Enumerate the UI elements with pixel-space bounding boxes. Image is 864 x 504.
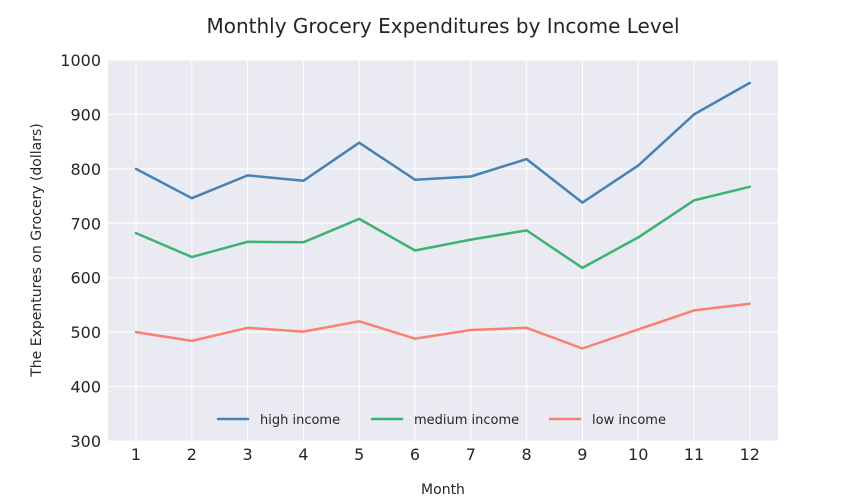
y-tick-label: 300 [70, 432, 101, 451]
x-tick-label: 9 [577, 445, 587, 464]
y-tick-label: 800 [70, 160, 101, 179]
legend-label: medium income [414, 413, 519, 428]
x-axis: 1 2 3 4 5 6 7 8 9 10 11 12 [131, 445, 760, 464]
series-line-high-income [134, 81, 752, 204]
x-tick-label: 3 [243, 445, 253, 464]
series-lines [134, 81, 752, 350]
chart-title: Monthly Grocery Expenditures by Income L… [206, 14, 679, 38]
legend-item: high income [216, 413, 340, 428]
plot-area [108, 60, 778, 441]
x-tick-label: 6 [410, 445, 420, 464]
x-tick-label: 10 [628, 445, 648, 464]
x-tick-label: 7 [466, 445, 476, 464]
y-tick-label: 500 [70, 323, 101, 342]
y-tick-label: 700 [70, 214, 101, 233]
y-tick-label: 900 [70, 105, 101, 124]
legend: high income medium income low income [216, 413, 666, 428]
x-tick-label: 2 [187, 445, 197, 464]
y-tick-label: 600 [70, 269, 101, 288]
y-tick-label: 400 [70, 378, 101, 397]
x-tick-label: 1 [131, 445, 141, 464]
x-tick-label: 4 [298, 445, 308, 464]
x-tick-label: 5 [354, 445, 364, 464]
x-axis-label: Month [421, 482, 465, 498]
y-tick-label: 1000 [60, 51, 101, 70]
series-line-low-income [134, 302, 752, 350]
x-tick-label: 12 [740, 445, 760, 464]
series-line-medium-income [134, 185, 752, 270]
y-axis: 300 400 500 600 700 800 900 1000 [60, 51, 101, 451]
legend-item: medium income [370, 413, 519, 428]
x-tick-label: 11 [684, 445, 704, 464]
legend-label: low income [592, 413, 666, 428]
y-axis-label: The Expentures on Grocery (dollars) [29, 123, 45, 378]
legend-item: low income [548, 413, 666, 428]
legend-label: high income [260, 413, 340, 428]
x-tick-label: 8 [522, 445, 532, 464]
